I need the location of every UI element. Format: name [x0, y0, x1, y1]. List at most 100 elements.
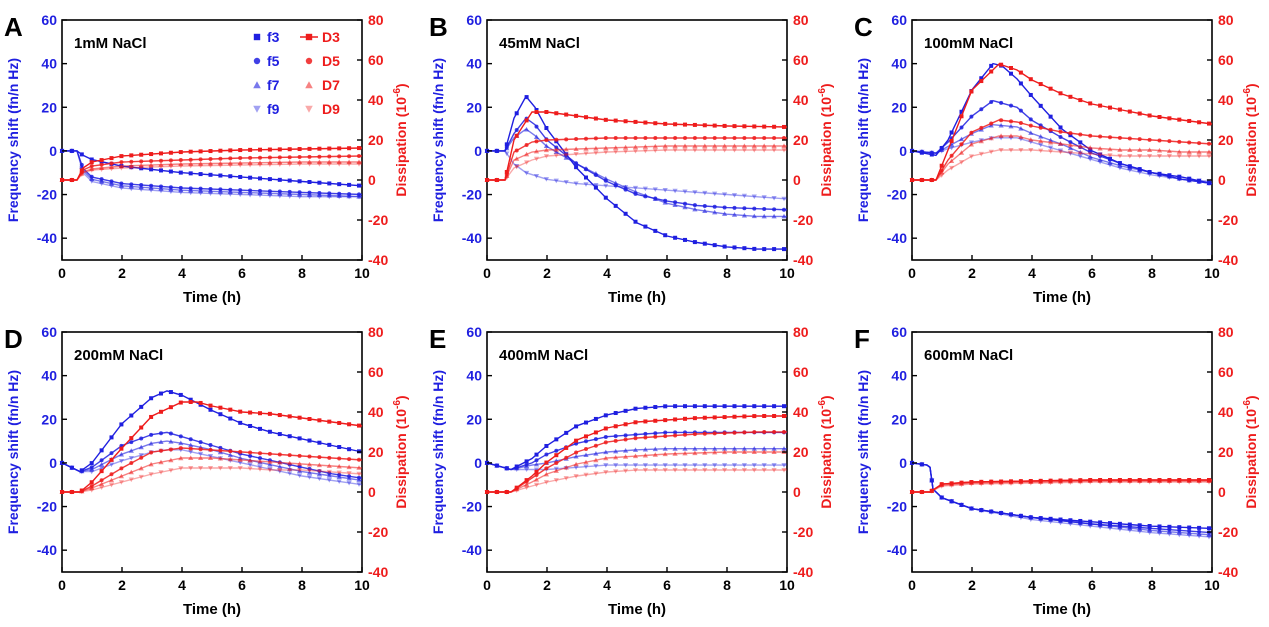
- y-left-tick-label: -20: [887, 499, 907, 515]
- series-f7: [484, 446, 787, 471]
- data-point: [751, 463, 757, 468]
- data-point: [662, 446, 668, 451]
- data-point: [258, 456, 262, 461]
- data-point: [593, 471, 599, 477]
- data-point: [563, 180, 569, 185]
- data-point: [1067, 151, 1073, 156]
- data-point: [228, 416, 233, 421]
- data-point: [772, 414, 777, 418]
- data-point: [672, 468, 678, 473]
- series-f9: [59, 148, 362, 200]
- series-d9: [59, 162, 362, 183]
- data-point: [652, 463, 658, 468]
- data-point: [1028, 137, 1034, 142]
- data-point: [978, 151, 984, 157]
- data-point: [1167, 139, 1172, 144]
- data-point: [257, 467, 263, 472]
- data-point: [988, 481, 994, 487]
- data-point: [238, 148, 243, 153]
- data-point: [771, 463, 777, 468]
- data-point: [178, 392, 183, 397]
- data-point: [1137, 111, 1142, 116]
- data-point: [267, 147, 272, 152]
- data-point: [327, 181, 332, 186]
- data-point: [1186, 177, 1192, 183]
- data-point: [949, 153, 954, 158]
- data-point: [999, 118, 1004, 123]
- data-point: [1107, 162, 1113, 168]
- data-point: [761, 148, 767, 153]
- data-point: [218, 412, 223, 417]
- data-point: [198, 149, 203, 154]
- data-point: [247, 190, 253, 195]
- data-point: [1147, 527, 1153, 533]
- x-tick-label: 2: [118, 265, 126, 281]
- data-point: [1097, 525, 1103, 530]
- y-axis-label-right-sup: -6: [817, 88, 828, 97]
- data-point: [574, 113, 579, 118]
- data-point: [959, 125, 964, 130]
- data-point: [99, 478, 104, 483]
- data-point: [534, 469, 539, 474]
- data-point: [731, 446, 738, 451]
- data-point: [949, 130, 954, 135]
- data-point: [979, 107, 984, 112]
- data-point: [979, 79, 984, 84]
- x-tick-label: 2: [118, 577, 126, 593]
- data-point: [198, 440, 203, 445]
- data-point: [702, 431, 707, 436]
- data-point: [228, 174, 233, 179]
- data-point: [128, 163, 134, 168]
- data-point: [742, 246, 747, 251]
- data-point: [672, 451, 678, 456]
- data-point: [1166, 529, 1172, 534]
- data-point: [1196, 178, 1202, 184]
- data-point: [702, 450, 708, 455]
- data-point: [248, 175, 253, 180]
- data-point: [148, 472, 154, 477]
- chart-panel-d: D 0 2 4 6 8 10 60 40 20 0 -20 -40 80 60 40 20 0 -20 -40 Time…: [4, 324, 409, 618]
- series-d7: [59, 455, 363, 494]
- data-point: [524, 463, 530, 469]
- data-point: [1018, 108, 1023, 113]
- data-point: [524, 151, 530, 157]
- data-point: [543, 143, 549, 148]
- data-point: [198, 466, 204, 471]
- data-point: [79, 469, 85, 475]
- series-f7: [59, 148, 363, 199]
- data-point: [959, 114, 964, 119]
- data-point: [663, 434, 668, 439]
- data-point: [1156, 174, 1163, 179]
- data-point: [583, 151, 589, 156]
- data-point: [306, 461, 313, 467]
- y-right-tick-label: 60: [1218, 364, 1234, 380]
- data-point: [762, 206, 767, 211]
- data-point: [327, 442, 332, 447]
- data-point: [534, 110, 539, 114]
- data-point: [1038, 518, 1044, 524]
- condition-label: 100mM NaCl: [924, 35, 1013, 52]
- data-point: [1057, 149, 1064, 155]
- data-point: [1048, 149, 1054, 154]
- legend-label: f7: [267, 77, 280, 93]
- data-point: [139, 425, 144, 430]
- data-point: [89, 166, 95, 172]
- data-point: [761, 449, 767, 454]
- y-left-tick-label: 60: [891, 12, 907, 28]
- y-right-tick-label: 80: [368, 12, 384, 28]
- data-point: [484, 177, 490, 182]
- data-point: [1028, 514, 1034, 520]
- y-axis-label-right-close: ): [393, 83, 409, 88]
- data-point: [138, 444, 144, 450]
- series-d5: [60, 446, 363, 494]
- data-point: [751, 148, 757, 153]
- data-point: [99, 162, 104, 167]
- data-point: [633, 119, 638, 124]
- data-point: [1028, 123, 1033, 128]
- data-point: [514, 111, 519, 116]
- data-point: [504, 489, 510, 494]
- data-point: [1147, 480, 1153, 485]
- y-left-tick-label: 0: [474, 455, 482, 471]
- data-point: [494, 490, 500, 495]
- data-point: [247, 462, 253, 468]
